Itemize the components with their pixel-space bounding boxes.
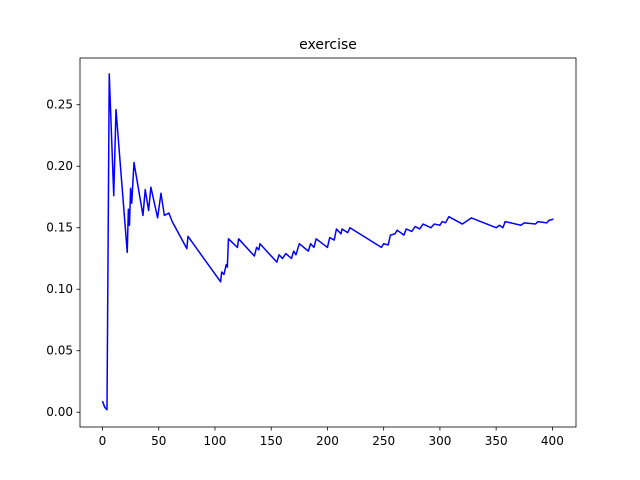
line-series — [101, 73, 554, 411]
x-tick-label: 150 — [260, 434, 283, 448]
y-tick-label: 0.10 — [46, 282, 73, 296]
x-tick-label: 200 — [316, 434, 339, 448]
x-tick-label: 250 — [372, 434, 395, 448]
y-tick-label: 0.15 — [46, 221, 73, 235]
y-tick-label: 0.05 — [46, 344, 73, 358]
y-tick-label: 0.25 — [46, 98, 73, 112]
chart-title: exercise — [299, 37, 357, 53]
plot-frame — [79, 57, 577, 428]
x-tick-label: 350 — [485, 434, 508, 448]
y-tick-label: 0.00 — [46, 405, 73, 419]
x-tick-label: 100 — [204, 434, 227, 448]
x-tick-label: 400 — [541, 434, 564, 448]
y-tick-label: 0.20 — [46, 159, 73, 173]
x-tick-label: 50 — [151, 434, 166, 448]
x-tick-label: 0 — [99, 434, 107, 448]
x-tick-label: 300 — [428, 434, 451, 448]
